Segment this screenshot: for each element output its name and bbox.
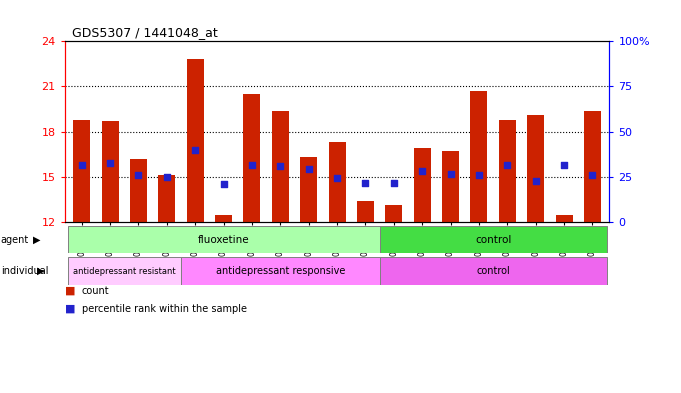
Bar [379,226,607,253]
Bar [498,119,516,222]
Text: agent: agent [1,235,29,245]
Bar [357,201,374,222]
Point [218,181,229,187]
Point [473,172,484,178]
Point [388,180,399,186]
Text: individual: individual [1,266,48,276]
Point [530,178,541,185]
Bar [130,159,147,222]
Bar [556,215,573,222]
Text: ▶: ▶ [37,266,45,276]
Bar [101,121,118,222]
Point [417,168,428,174]
Text: ■: ■ [65,286,75,296]
Bar [67,226,379,253]
Point [445,171,456,177]
Point [247,162,257,168]
Point [558,162,569,168]
Bar [379,257,607,285]
Point [360,180,371,186]
Text: antidepressant resistant: antidepressant resistant [73,267,176,275]
Point [76,162,87,168]
Text: ■: ■ [65,303,75,314]
Bar [471,91,488,222]
Point [303,166,314,173]
Bar [181,257,379,285]
Text: percentile rank within the sample: percentile rank within the sample [82,303,247,314]
Text: count: count [82,286,110,296]
Point [275,163,286,169]
Point [502,162,513,168]
Text: antidepressant responsive: antidepressant responsive [216,266,345,276]
Text: control: control [475,235,511,245]
Text: ▶: ▶ [33,235,40,245]
Point [190,147,201,153]
Bar [215,215,232,222]
Bar [272,110,289,222]
Bar [74,119,90,222]
Text: GDS5307 / 1441048_at: GDS5307 / 1441048_at [72,26,217,39]
Bar [243,94,260,222]
Text: control: control [476,266,510,276]
Point [105,160,116,166]
Point [332,175,343,182]
Bar [385,206,402,222]
Bar [300,157,317,222]
Bar [158,175,175,222]
Bar [67,257,181,285]
Bar [584,110,601,222]
Text: fluoxetine: fluoxetine [197,235,249,245]
Bar [328,142,345,222]
Point [587,172,598,178]
Bar [187,59,204,222]
Bar [442,151,459,222]
Point [161,174,172,180]
Bar [527,115,544,222]
Point [133,172,144,178]
Bar [413,148,430,222]
